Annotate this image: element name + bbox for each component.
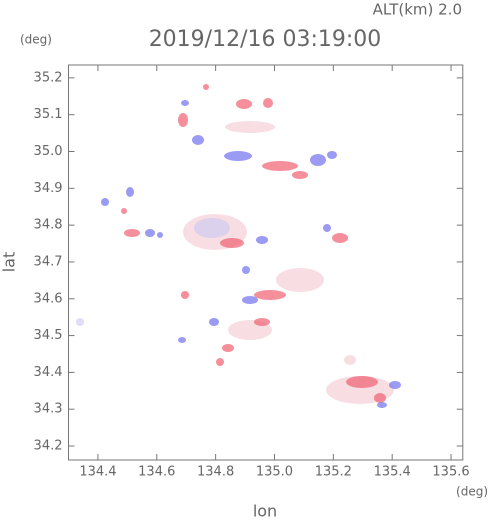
x-tick-label: 135.6: [432, 465, 469, 480]
x-tick-label: 135.2: [315, 465, 352, 480]
x-axis-label: lon: [253, 502, 277, 521]
x-tick-label: 134.4: [79, 465, 116, 480]
y-tick-label: 34.3: [34, 402, 63, 417]
y-tick-label: 34.7: [34, 254, 63, 269]
x-tick-label: 134.8: [197, 465, 234, 480]
y-tick-label: 34.9: [34, 181, 63, 196]
plot-frame: [68, 64, 464, 461]
y-axis-label: lat: [0, 252, 19, 273]
y-tick-label: 35.2: [34, 70, 63, 85]
echo-field: [76, 84, 401, 408]
x-tick-label: 134.6: [138, 465, 175, 480]
y-tick-label: 34.8: [34, 218, 63, 233]
chart-title: 2019/12/16 03:19:00: [149, 27, 382, 52]
y-tick-label: 35.0: [34, 144, 63, 159]
altitude: ALT(km) 2.0: [373, 1, 462, 19]
x-tick-label: 135.4: [374, 465, 411, 480]
y-tick-label: 35.1: [34, 107, 63, 122]
y-tick-label: 34.6: [34, 291, 63, 306]
x-unit: (deg): [456, 485, 488, 499]
y-unit: (deg): [20, 33, 52, 47]
x-tick-label: 135.0: [256, 465, 293, 480]
y-tick-label: 34.2: [34, 439, 63, 454]
y-tick-label: 34.4: [34, 365, 63, 380]
y-tick-label: 34.5: [34, 328, 63, 343]
